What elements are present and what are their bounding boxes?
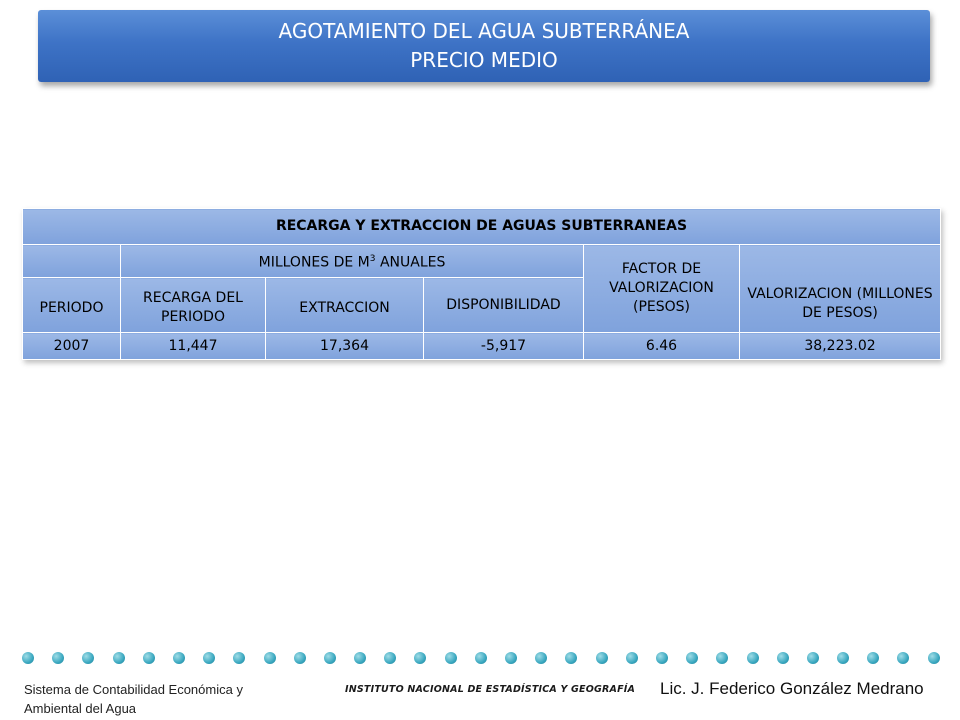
institute-logo-text: INSTITUTO NACIONAL DE ESTADÍSTICA Y GEOG… <box>345 684 636 695</box>
decorative-dot <box>22 652 34 664</box>
decorative-dot <box>474 652 487 664</box>
groundwater-table: RECARGA Y EXTRACCION DE AGUAS SUBTERRANE… <box>21 208 942 360</box>
decorative-dot <box>293 652 306 664</box>
header-valorizacion: VALORIZACION (MILLONES DE PESOS) <box>738 244 942 333</box>
header-factor: FACTOR DE VALORIZACION (PESOS) <box>583 244 740 333</box>
header-periodo: PERIODO <box>22 277 121 333</box>
decorative-dot <box>686 652 699 664</box>
decorative-dot <box>655 652 668 664</box>
decorative-dot <box>625 652 638 664</box>
header-disponibilidad: DISPONIBILIDAD <box>423 277 584 333</box>
decorative-dot <box>263 652 276 664</box>
decorative-dot <box>595 652 608 664</box>
group-header-superscript: 3 <box>369 253 376 264</box>
group-header-text: MILLONES DE M <box>258 254 370 271</box>
cell-periodo: 2007 <box>22 332 121 360</box>
group-header-suffix: ANUALES <box>375 254 446 271</box>
author-name: Lic. J. Federico González Medrano <box>660 679 924 698</box>
decorative-dot <box>203 652 216 664</box>
decorative-dot <box>354 652 367 664</box>
footer-system-line2: Ambiental del Agua <box>24 701 137 716</box>
decorative-dot <box>233 652 246 664</box>
slide-title-banner: AGOTAMIENTO DEL AGUA SUBTERRÁNEA PRECIO … <box>38 10 930 82</box>
decorative-dot <box>565 652 578 664</box>
footer-system-line1: Sistema de Contabilidad Económica y <box>24 682 243 697</box>
cell-recarga: 11,447 <box>120 332 266 360</box>
decorative-dot <box>806 652 819 664</box>
decorative-dot <box>142 652 155 664</box>
slide-title-line2: PRECIO MEDIO <box>410 48 558 72</box>
table-row: 2007 11,447 17,364 -5,917 6.46 38,223.02 <box>22 332 942 360</box>
table-title: RECARGA Y EXTRACCION DE AGUAS SUBTERRANE… <box>21 208 942 245</box>
decorative-dot <box>746 652 759 664</box>
decorative-dot-row <box>22 650 940 666</box>
decorative-dot <box>897 652 910 664</box>
empty-header-cell <box>22 244 121 278</box>
decorative-dot <box>867 652 880 664</box>
decorative-dot <box>716 652 729 664</box>
cell-disponibilidad: -5,917 <box>423 332 584 360</box>
decorative-dot <box>927 652 940 664</box>
decorative-dot <box>837 652 850 664</box>
cell-extraccion: 17,364 <box>265 332 424 360</box>
slide-title-line1: AGOTAMIENTO DEL AGUA SUBTERRÁNEA <box>278 19 690 43</box>
decorative-dot <box>172 652 185 664</box>
decorative-dot <box>535 652 548 664</box>
header-recarga: RECARGA DEL PERIODO <box>120 277 266 333</box>
decorative-dot <box>52 652 65 664</box>
decorative-dot <box>505 652 517 664</box>
decorative-dot <box>414 652 427 664</box>
footer-system-name: Sistema de Contabilidad Económica y Ambi… <box>24 680 294 718</box>
decorative-dot <box>776 652 789 664</box>
group-header-cell: MILLONES DE M3 ANUALES <box>120 244 584 278</box>
decorative-dot <box>444 652 457 664</box>
cell-valorizacion: 38,223.02 <box>738 332 942 360</box>
decorative-dot <box>384 652 397 664</box>
decorative-dot <box>112 652 125 664</box>
cell-factor: 6.46 <box>583 332 740 360</box>
decorative-dot <box>82 652 95 664</box>
decorative-dot <box>323 652 336 664</box>
header-extraccion: EXTRACCION <box>265 277 424 333</box>
